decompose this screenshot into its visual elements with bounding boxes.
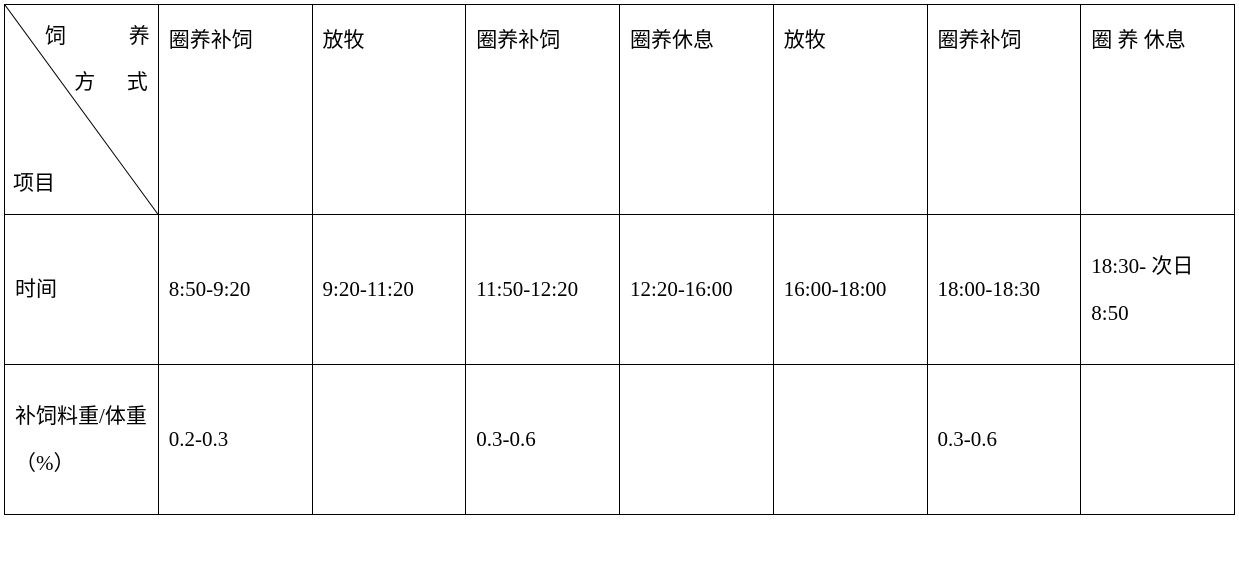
- table-cell: [1081, 365, 1235, 515]
- table-cell: 9:20-11:20: [312, 215, 466, 365]
- table-cell: [620, 365, 774, 515]
- row-label: 时间: [5, 215, 159, 365]
- col-header: 圈养休息: [620, 5, 774, 215]
- feeding-schedule-table: 饲养 方 式 项目 圈养补饲 放牧 圈养补饲 圈养休息 放牧 圈养补饲 圈 养 …: [4, 4, 1235, 515]
- col-header: 圈养补饲: [466, 5, 620, 215]
- table-cell: 0.3-0.6: [466, 365, 620, 515]
- table-cell: [773, 365, 927, 515]
- diagonal-top-label: 饲养 方 式: [45, 13, 150, 105]
- table-cell: 16:00-18:00: [773, 215, 927, 365]
- table-cell: 18:30- 次日 8:50: [1081, 215, 1235, 365]
- table-cell: [312, 365, 466, 515]
- table-cell: 0.2-0.3: [158, 365, 312, 515]
- table-cell: 12:20-16:00: [620, 215, 774, 365]
- col-header: 放牧: [312, 5, 466, 215]
- table-cell: 0.3-0.6: [927, 365, 1081, 515]
- col-header: 圈养补饲: [158, 5, 312, 215]
- diag-top-row1: 饲养: [45, 13, 150, 59]
- col-header: 圈 养 休息: [1081, 5, 1235, 215]
- diagonal-header-cell: 饲养 方 式 项目: [5, 5, 159, 215]
- diag-top-row2: 方 式: [45, 59, 150, 105]
- table-cell: 18:00-18:30: [927, 215, 1081, 365]
- row-label: 补饲料重/体重（%）: [5, 365, 159, 515]
- table-row-time: 时间 8:50-9:20 9:20-11:20 11:50-12:20 12:2…: [5, 215, 1235, 365]
- table-cell: 8:50-9:20: [158, 215, 312, 365]
- diagonal-bottom-label: 项目: [13, 160, 55, 206]
- table-row-feed: 补饲料重/体重（%） 0.2-0.3 0.3-0.6 0.3-0.6: [5, 365, 1235, 515]
- table-cell: 11:50-12:20: [466, 215, 620, 365]
- col-header: 放牧: [773, 5, 927, 215]
- col-header: 圈养补饲: [927, 5, 1081, 215]
- header-row: 饲养 方 式 项目 圈养补饲 放牧 圈养补饲 圈养休息 放牧 圈养补饲 圈 养 …: [5, 5, 1235, 215]
